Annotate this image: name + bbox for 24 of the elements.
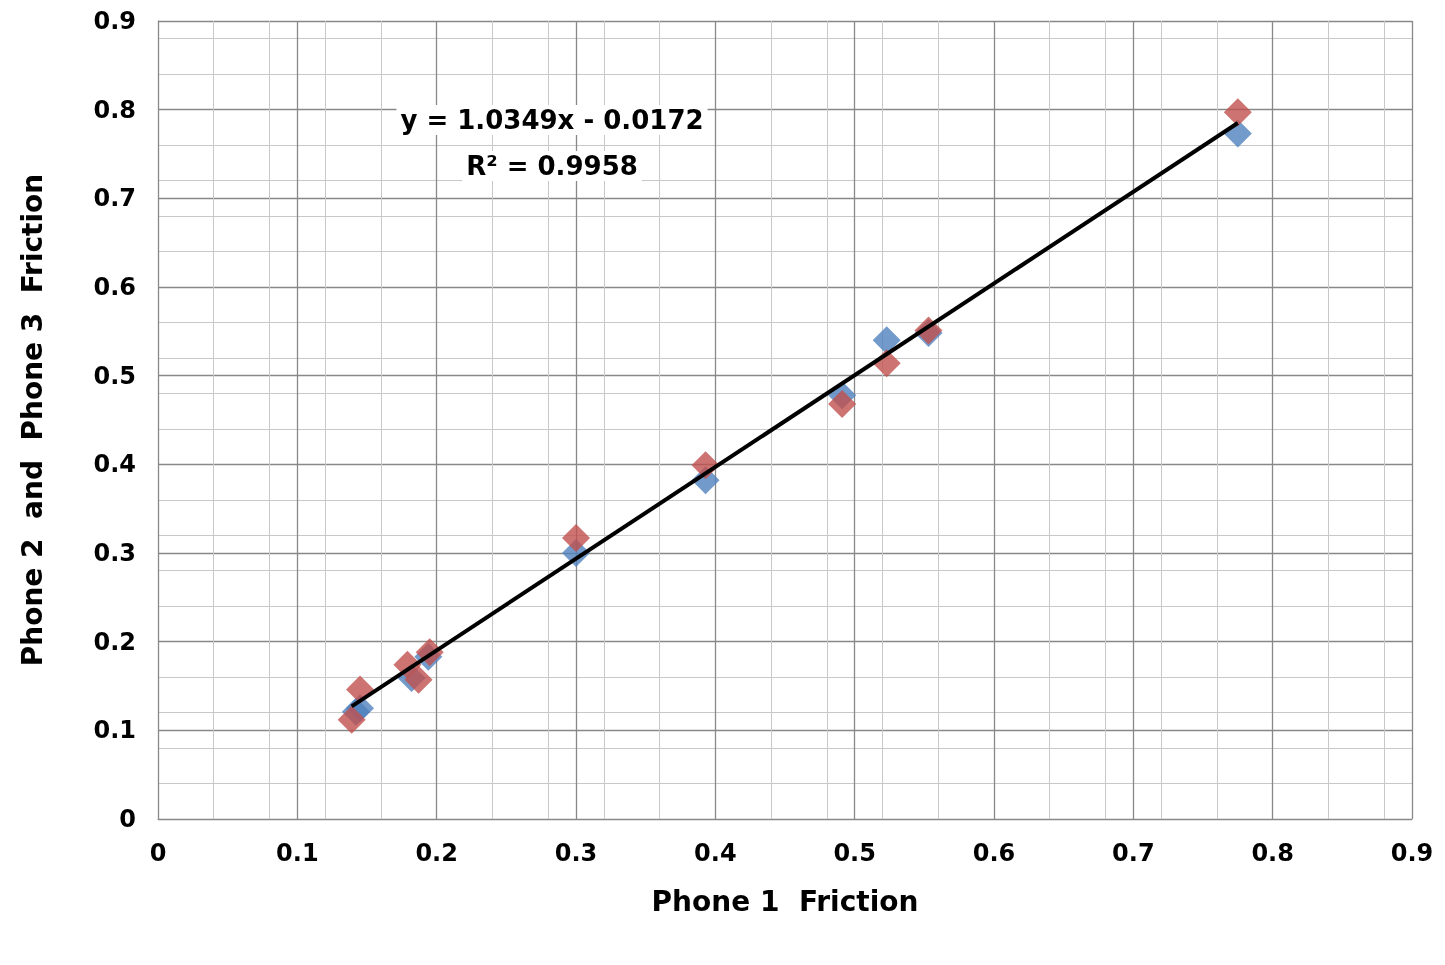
y-tick-label: 0.7 (93, 184, 136, 213)
x-tick-label: 0.2 (415, 839, 458, 867)
y-tick-label: 0.3 (93, 539, 136, 567)
annotation: R² = 0.9958 (466, 151, 638, 181)
x-tick-label: 0 (149, 839, 167, 867)
x-axis-title: Phone 1 Friction (651, 884, 919, 918)
y-axis-title: Phone 2 and Phone 3 Friction (15, 173, 49, 667)
y-tick-label: 0.8 (93, 95, 136, 124)
annotation: y = 1.0349x - 0.0172 (400, 105, 704, 135)
x-tick-label: 0.6 (972, 839, 1016, 867)
y-tick-label: 0.2 (93, 627, 136, 656)
x-tick-label: 0.5 (833, 839, 876, 867)
y-tick-label: 0.5 (93, 361, 136, 390)
y-tick-label: 0.9 (93, 7, 136, 35)
y-tick-label: 0.1 (93, 716, 136, 745)
x-tick-label: 0.8 (1251, 839, 1294, 867)
y-tick-label: 0.6 (93, 273, 136, 301)
x-tick-label: 0.9 (1390, 839, 1434, 867)
y-tick-label: 0.4 (93, 450, 136, 479)
x-tick-label: 0.4 (694, 839, 737, 867)
x-tick-label: 0.3 (554, 839, 598, 867)
x-tick-label: 0.1 (276, 839, 319, 867)
y-tick-label: 0 (119, 805, 136, 833)
x-tick-label: 0.7 (1112, 839, 1155, 867)
